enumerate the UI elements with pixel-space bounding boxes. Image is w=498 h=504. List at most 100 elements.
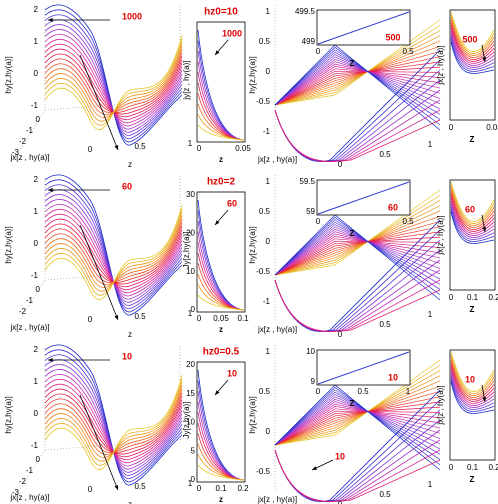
- arrow-head: [48, 18, 53, 22]
- y-tick-label: 2: [34, 345, 39, 354]
- curve: [450, 365, 495, 402]
- y-tick-label: 1: [266, 347, 271, 356]
- curve: [274, 221, 441, 276]
- arrow-head: [482, 227, 487, 232]
- curve: [274, 30, 441, 106]
- z-tick-label: 0.5: [134, 482, 146, 491]
- curve: [44, 9, 183, 143]
- curve: [450, 11, 495, 52]
- z-tick-label: 1: [428, 480, 433, 489]
- curve: [44, 369, 183, 470]
- inner-x-tick: 0.5: [402, 217, 414, 226]
- inset-y-tick: 10: [186, 418, 195, 427]
- curve: [44, 41, 183, 122]
- inner-x-label: Z: [350, 399, 355, 408]
- inset-x-tick: 0: [449, 123, 454, 132]
- y-tick-label: 0: [266, 427, 271, 436]
- inner-curve: [317, 181, 410, 215]
- curve: [44, 45, 183, 118]
- z-tick-label: 0: [338, 160, 343, 169]
- box-edge: [19, 109, 46, 151]
- annotation: 10: [335, 451, 345, 461]
- inset-x-tick: 0.2: [237, 484, 249, 493]
- curve: [450, 17, 495, 56]
- curve: [274, 408, 441, 446]
- inset-x-tick: 0.1: [237, 314, 249, 323]
- y-tick-label: 2: [34, 175, 39, 184]
- inset-x-tick: 0.1: [467, 463, 479, 472]
- inset-y-tick: 10: [186, 267, 195, 276]
- y-axis-label: hy[z,hy(a)]: [4, 226, 13, 263]
- curve: [274, 403, 441, 446]
- z-tick-label: 1: [428, 310, 433, 319]
- inset-y-label: jx[z , hy(a)]: [436, 385, 445, 425]
- curve: [274, 391, 441, 455]
- x-axis-label: jx[z , hy(a)]: [9, 153, 49, 162]
- curve: [44, 388, 183, 458]
- y-axis-label: hy[z,hy(a)]: [4, 56, 13, 93]
- z-tick-label: 0.5: [379, 150, 391, 159]
- curve: [450, 28, 495, 64]
- curve: [450, 206, 495, 240]
- curve: [274, 396, 441, 446]
- x-tick-label: -3: [12, 488, 20, 497]
- z-tick-label: 0.5: [134, 312, 146, 321]
- curve: [450, 198, 495, 234]
- curve: [274, 61, 441, 106]
- inset-title: hz0=0.5: [203, 347, 240, 358]
- curve: [274, 219, 441, 290]
- curve: [274, 40, 441, 106]
- y-tick-label: -0.5: [256, 467, 270, 476]
- curve: [44, 48, 183, 118]
- curve: [274, 46, 441, 126]
- curve: [44, 374, 183, 470]
- x-axis-label: jx[z , hy(a)]: [257, 495, 297, 504]
- curve: [274, 63, 441, 106]
- inner-annotation: 10: [388, 372, 398, 382]
- curve: [274, 279, 441, 332]
- curve: [450, 351, 495, 392]
- curve: [274, 401, 441, 446]
- y-tick-label: -1: [31, 101, 39, 110]
- inset-y-tick: 30: [186, 190, 195, 199]
- curve: [450, 373, 495, 408]
- inner-x-tick: 0.5: [357, 387, 369, 396]
- inset-y-tick: 15: [186, 389, 195, 398]
- curve: [450, 30, 495, 66]
- curve: [450, 376, 495, 410]
- inset-annotation: 500: [462, 34, 477, 44]
- curve: [274, 54, 441, 110]
- curve: [274, 56, 441, 106]
- curve: [450, 354, 495, 394]
- curve: [44, 53, 183, 115]
- curve: [450, 39, 495, 72]
- arrow: [79, 394, 119, 491]
- inset-x-label: Z: [470, 135, 475, 144]
- curve: [44, 204, 183, 300]
- curve: [274, 51, 441, 106]
- curve: [274, 70, 441, 106]
- inset-annotation: 60: [465, 204, 475, 214]
- inset-title: hz0=2: [207, 177, 236, 188]
- curve: [274, 236, 441, 276]
- y-tick-label: -1: [31, 441, 39, 450]
- z-tick-label: 0: [88, 485, 93, 494]
- y-tick-label: 0: [266, 237, 271, 246]
- curve: [274, 216, 441, 296]
- curve: [274, 370, 441, 446]
- x-tick-label: -3: [12, 148, 20, 157]
- curve: [274, 215, 441, 276]
- curve: [450, 203, 495, 238]
- inset-annotation: 10: [227, 368, 237, 378]
- curve: [44, 354, 183, 479]
- y-tick-label: 1: [34, 37, 39, 46]
- curve: [450, 190, 495, 228]
- curve: [274, 49, 441, 120]
- curve: [450, 368, 495, 404]
- z-tick-label: 0.5: [134, 142, 146, 151]
- inset-x-label: Z: [470, 305, 475, 314]
- curve: [274, 375, 441, 446]
- inner-x-label: Z: [350, 229, 355, 238]
- curve: [44, 43, 183, 121]
- x-axis-label: jx[z , hy(a)]: [9, 493, 49, 502]
